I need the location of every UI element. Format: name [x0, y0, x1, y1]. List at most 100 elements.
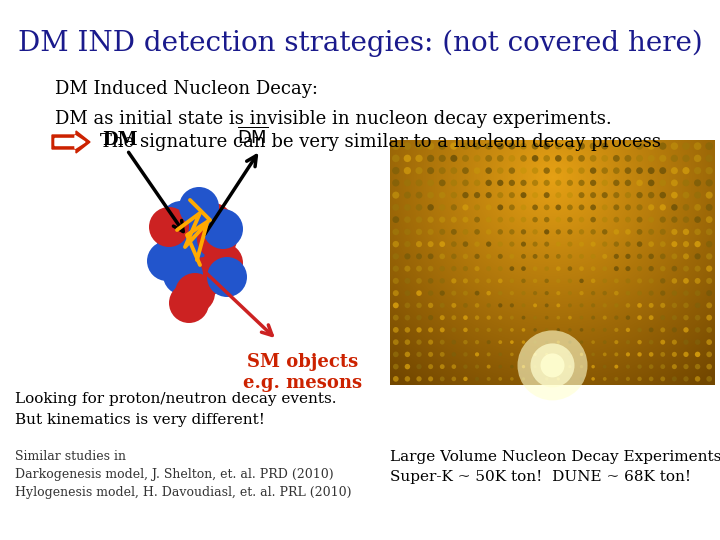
Circle shape — [393, 339, 399, 345]
Circle shape — [637, 278, 642, 284]
Circle shape — [626, 328, 630, 332]
Circle shape — [591, 328, 595, 332]
Circle shape — [451, 340, 456, 345]
Circle shape — [450, 143, 457, 150]
Circle shape — [567, 192, 573, 198]
Circle shape — [614, 315, 618, 320]
Circle shape — [694, 143, 701, 150]
Circle shape — [475, 364, 479, 369]
Circle shape — [451, 364, 456, 369]
Circle shape — [614, 291, 618, 295]
Circle shape — [451, 327, 456, 332]
Circle shape — [636, 167, 643, 174]
Circle shape — [486, 254, 491, 259]
Circle shape — [603, 340, 607, 344]
Circle shape — [405, 364, 410, 369]
Circle shape — [463, 303, 468, 308]
Circle shape — [533, 230, 538, 234]
Circle shape — [415, 167, 423, 174]
Circle shape — [405, 315, 410, 320]
Circle shape — [683, 364, 688, 369]
Circle shape — [683, 143, 690, 150]
Circle shape — [660, 340, 665, 345]
Circle shape — [451, 376, 456, 381]
Circle shape — [451, 254, 456, 259]
Circle shape — [149, 207, 189, 247]
Circle shape — [591, 365, 595, 368]
Circle shape — [532, 155, 539, 161]
Circle shape — [683, 302, 689, 308]
Circle shape — [487, 340, 491, 344]
Circle shape — [613, 192, 619, 198]
Circle shape — [520, 155, 527, 161]
Circle shape — [568, 328, 572, 332]
Circle shape — [451, 167, 457, 174]
Circle shape — [451, 315, 456, 320]
Circle shape — [392, 216, 399, 223]
Circle shape — [545, 303, 549, 307]
Circle shape — [626, 340, 630, 345]
Circle shape — [415, 154, 423, 162]
Circle shape — [591, 279, 595, 283]
Circle shape — [203, 209, 243, 249]
Circle shape — [486, 279, 491, 284]
Circle shape — [624, 155, 631, 162]
Circle shape — [416, 266, 422, 272]
Circle shape — [601, 167, 608, 174]
Circle shape — [522, 328, 526, 332]
Circle shape — [649, 352, 654, 357]
Circle shape — [555, 180, 562, 186]
Circle shape — [706, 364, 712, 369]
Circle shape — [474, 180, 480, 186]
Circle shape — [440, 291, 445, 296]
Circle shape — [660, 155, 666, 162]
Circle shape — [427, 179, 434, 186]
Circle shape — [462, 167, 469, 174]
Circle shape — [404, 228, 410, 235]
Circle shape — [475, 352, 479, 356]
Circle shape — [590, 217, 596, 222]
Circle shape — [463, 315, 468, 320]
Circle shape — [683, 241, 689, 247]
Circle shape — [590, 266, 595, 271]
Circle shape — [568, 291, 572, 295]
Circle shape — [672, 327, 677, 333]
Circle shape — [416, 229, 422, 235]
Circle shape — [428, 278, 433, 284]
Circle shape — [175, 273, 215, 313]
Circle shape — [567, 241, 572, 247]
Circle shape — [545, 365, 548, 368]
Text: DM IND detection strategies: (not covered here): DM IND detection strategies: (not covere… — [18, 30, 703, 57]
Circle shape — [508, 167, 515, 174]
Circle shape — [601, 155, 608, 162]
Circle shape — [557, 303, 560, 307]
Circle shape — [694, 167, 701, 174]
Circle shape — [439, 179, 446, 186]
Circle shape — [439, 278, 445, 284]
Circle shape — [405, 376, 410, 382]
Circle shape — [462, 204, 469, 211]
Circle shape — [416, 315, 422, 320]
Circle shape — [603, 279, 607, 283]
Circle shape — [602, 217, 608, 222]
Circle shape — [185, 257, 225, 297]
Circle shape — [485, 192, 492, 198]
Circle shape — [695, 278, 701, 284]
Circle shape — [498, 328, 503, 332]
Circle shape — [648, 204, 654, 211]
Circle shape — [462, 192, 469, 198]
Circle shape — [648, 155, 654, 162]
Circle shape — [498, 217, 503, 222]
Circle shape — [498, 377, 502, 381]
Circle shape — [510, 340, 513, 344]
Circle shape — [706, 228, 713, 235]
Circle shape — [590, 155, 596, 161]
Circle shape — [439, 217, 445, 222]
Circle shape — [555, 205, 561, 210]
Text: DM as initial state is invisible in nucleon decay experiments.: DM as initial state is invisible in nucl… — [55, 110, 612, 128]
Circle shape — [545, 316, 549, 320]
Circle shape — [555, 192, 562, 198]
Circle shape — [637, 266, 642, 271]
Circle shape — [625, 167, 631, 174]
Circle shape — [637, 328, 642, 332]
